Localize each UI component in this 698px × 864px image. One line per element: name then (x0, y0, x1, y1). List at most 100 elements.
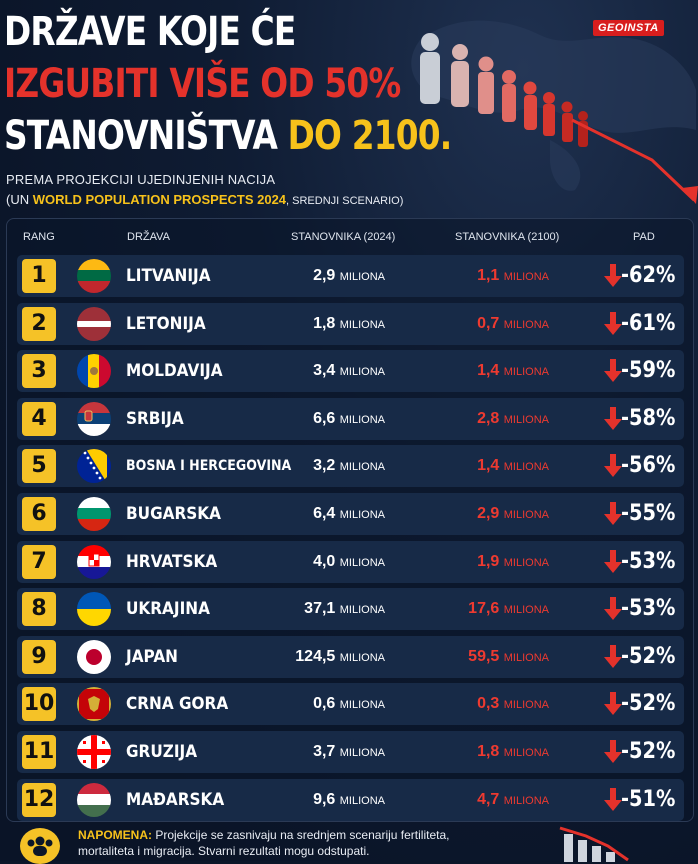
population-2024-value: 3,7 (313, 743, 336, 760)
population-2100-value: 1,9 (477, 552, 500, 570)
table-row: 9 JAPAN 124,5 MILIONA 59,5 MILIONA -52% (17, 635, 684, 679)
population-unit: MILIONA (339, 271, 385, 283)
rank-badge: 8 (22, 592, 56, 627)
population-2024: 6,4 MILIONA (247, 493, 385, 536)
population-2024: 1,8 MILIONA (247, 303, 385, 346)
rank-badge: 11 (22, 735, 56, 769)
decline-percent: -52% (621, 643, 676, 669)
population-2100-value: 0,7 (477, 314, 500, 332)
population-2024: 3,7 MILIONA (247, 731, 385, 774)
population-2100-value: 0,3 (477, 695, 500, 713)
table-row: 10 CRNA GORA 0,6 MILIONA 0,3 MILIONA -52% (17, 683, 684, 726)
down-arrow-icon (604, 406, 622, 430)
down-arrow-icon (604, 264, 622, 287)
flag-japan-icon (77, 639, 111, 674)
subtitle-close: , SREDNJI SCENARIO) (286, 195, 404, 207)
subtitle-line-1: PREMA PROJEKCIJI UJEDINJENIH NACIJA (6, 172, 276, 187)
rank-badge: 10 (22, 687, 56, 722)
population-2024: 2,9 MILIONA (247, 255, 385, 298)
down-arrow-icon (604, 644, 622, 668)
population-2100-value: 1,8 (477, 743, 500, 760)
population-2100-value: 1,1 (477, 267, 500, 284)
header-pop2100: STANOVNIKA (2100) (455, 231, 560, 243)
population-unit: MILIONA (339, 794, 385, 807)
down-arrow-icon (604, 502, 622, 525)
title-line-3-yellow: DO 2100. (287, 113, 453, 159)
down-arrow-icon (604, 597, 622, 621)
population-unit: MILIONA (503, 366, 549, 379)
decline-percent: -61% (621, 310, 676, 336)
table-row: 11 GRUZIJA 3,7 MILIONA 1,8 MILIONA -52% (17, 731, 684, 773)
page-title: DRŽAVE KOJE ĆE IZGUBITI VIŠE OD 50% STAN… (4, 6, 453, 162)
declining-chart-icon (559, 826, 629, 862)
population-2024: 4,0 MILIONA (247, 541, 385, 584)
rank-badge: 4 (22, 401, 56, 436)
population-unit: MILIONA (503, 318, 549, 331)
flag-bosnia-icon (77, 449, 111, 484)
country-name: JAPAN (126, 646, 178, 667)
country-name: LETONIJA (126, 313, 206, 334)
population-2100: 4,7 MILIONA (411, 779, 549, 822)
flag-moldova-icon (77, 354, 111, 389)
population-2024-value: 2,9 (313, 267, 336, 284)
population-2024: 37,1 MILIONA (247, 588, 385, 631)
population-unit: MILIONA (503, 509, 549, 521)
note-box: NAPOMENA: Projekcije se zasnivaju na sre… (6, 822, 692, 864)
rank-badge: 7 (22, 544, 56, 579)
decline-percent: -59% (621, 358, 676, 384)
population-unit: MILIONA (503, 271, 549, 283)
table-row: 1 LITVANIJA 2,9 MILIONA 1,1 MILIONA -62% (17, 255, 684, 297)
ranking-table: RANG DRŽAVA STANOVNIKA (2024) STANOVNIKA… (6, 218, 694, 822)
population-2100-value: 1,4 (477, 362, 500, 380)
down-arrow-icon (604, 311, 622, 335)
down-arrow-icon (604, 740, 622, 763)
population-2100: 1,4 MILIONA (411, 445, 549, 488)
rank-badge: 12 (22, 782, 56, 817)
population-2100: 1,8 MILIONA (411, 731, 549, 774)
table-row: 3 MOLDAVIJA 3,4 MILIONA 1,4 MILIONA -59% (17, 350, 684, 393)
country-name: CRNA GORA (126, 694, 229, 715)
header-decline: PAD (633, 231, 655, 243)
table-row: 5 BOSNA I HERCEGOVINA 3,2 MILIONA 1,4 MILIO… (17, 445, 684, 488)
population-unit: MILIONA (503, 604, 549, 617)
population-2100: 1,1 MILIONA (411, 255, 549, 298)
population-unit: MILIONA (503, 651, 549, 664)
population-unit: MILIONA (503, 794, 549, 807)
title-line-3-white: STANOVNIŠTVA (4, 113, 278, 159)
population-2100-value: 2,8 (477, 409, 500, 427)
table-row: 2 LETONIJA 1,8 MILIONA 0,7 MILIONA -61% (17, 302, 684, 346)
population-2100: 0,3 MILIONA (411, 683, 549, 726)
population-2100-value: 17,6 (468, 600, 500, 618)
population-2024: 124,5 MILIONA (247, 636, 385, 679)
population-2024: 3,2 MILIONA (247, 445, 385, 488)
header-rank: RANG (23, 231, 55, 243)
note-text: NAPOMENA: Projekcije se zasnivaju na sre… (78, 827, 498, 859)
rank-badge: 2 (22, 306, 56, 341)
rank-badge: 6 (22, 497, 56, 531)
table-row: 4 SRBIJA 6,6 MILIONA 2,8 MILIONA -58% (17, 397, 684, 440)
population-2024: 0,6 MILIONA (247, 683, 385, 726)
population-unit: MILIONA (339, 604, 385, 617)
decline-percent: -56% (621, 453, 676, 479)
flag-hungary-icon (77, 782, 111, 817)
flag-latvia-icon (77, 306, 111, 341)
rank-badge: 1 (22, 259, 56, 293)
title-line-2: IZGUBITI VIŠE OD 50% (4, 61, 401, 107)
population-2024-value: 3,2 (313, 457, 336, 475)
population-2024-value: 3,4 (313, 362, 336, 380)
table-row: 8 UKRAJINA 37,1 MILIONA 17,6 MILIONA -53% (17, 588, 684, 631)
country-name: UKRAJINA (126, 599, 210, 620)
flag-montenegro-icon (77, 687, 111, 722)
population-unit: MILIONA (339, 747, 385, 759)
rank-badge: 5 (22, 449, 56, 484)
brand-logo: GEOINSTA (593, 20, 664, 36)
note-body: Projekcije se zasnivaju na srednjem scen… (78, 828, 450, 858)
population-unit: MILIONA (339, 318, 385, 331)
population-unit: MILIONA (503, 461, 549, 474)
population-unit: MILIONA (339, 556, 385, 569)
flag-croatia-icon (77, 544, 111, 579)
population-2024-value: 6,4 (313, 505, 336, 522)
down-arrow-icon (604, 454, 622, 478)
subtitle-open: (UN (6, 192, 30, 207)
country-name: LITVANIJA (126, 266, 211, 286)
